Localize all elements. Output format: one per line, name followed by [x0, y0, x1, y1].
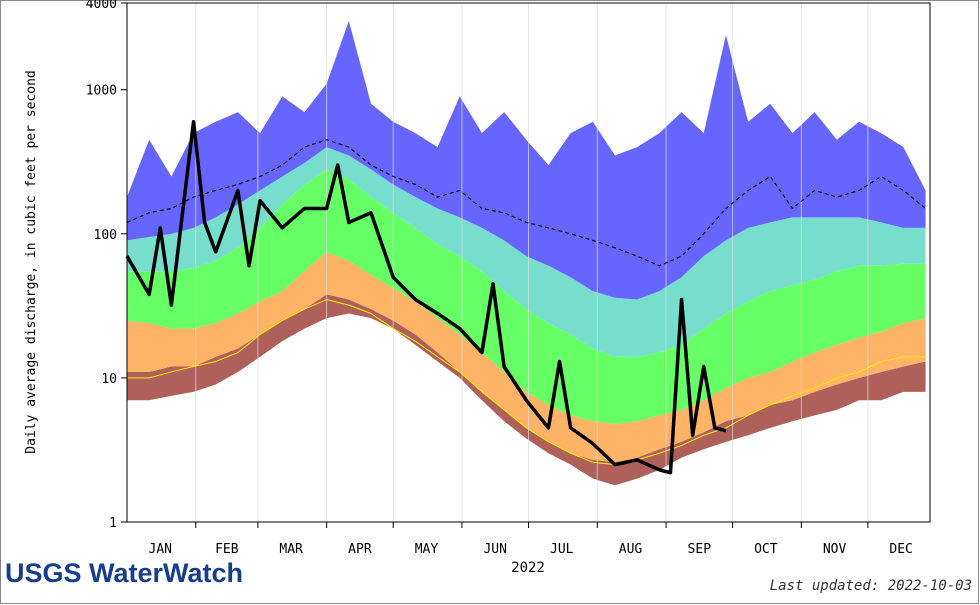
y-axis-label: Daily average discharge, in cubic feet p… [24, 70, 39, 454]
percentile-band [127, 251, 926, 463]
y-tick-label: 100 [94, 228, 117, 243]
x-tick-label: FEB [215, 542, 239, 557]
x-tick-label: NOV [823, 542, 847, 557]
x-tick-label: MAR [279, 542, 303, 557]
x-axis-label: 2022 [511, 560, 545, 576]
x-tick-label: JUN [483, 542, 506, 557]
flow-line [126, 139, 926, 267]
percentile-band [127, 147, 926, 357]
percentile-band [127, 294, 926, 486]
logo: USGS WaterWatch [5, 558, 243, 588]
x-tick-label: MAY [415, 542, 439, 557]
x-tick-label: JAN [149, 542, 172, 557]
x-tick-label: AUG [619, 542, 643, 557]
last-updated: Last updated: 2022-10-03 [770, 578, 972, 594]
y-tick-label: 10 [101, 372, 117, 387]
y-tick-label: 4000 [86, 0, 117, 12]
x-tick-label: APR [348, 542, 372, 557]
x-tick-label: OCT [754, 542, 778, 557]
y-tick-label: 1000 [86, 84, 117, 99]
x-tick-label: SEP [688, 542, 712, 557]
flow-line [125, 119, 727, 475]
y-tick-label: 1 [109, 516, 117, 531]
x-tick-label: JUL [550, 542, 574, 557]
flow-line [127, 299, 926, 466]
x-tick-label: DEC [889, 542, 912, 557]
